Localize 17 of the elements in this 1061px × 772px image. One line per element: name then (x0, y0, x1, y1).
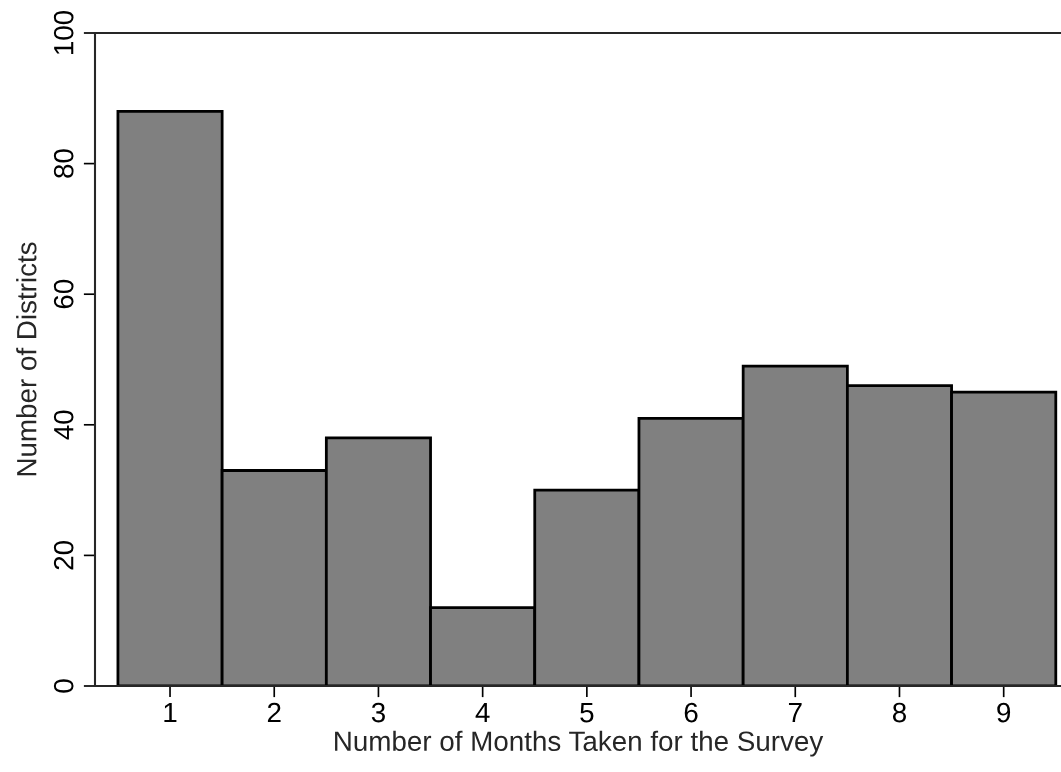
x-tick-label: 3 (371, 702, 385, 723)
y-axis-title: Number of Districts (16, 242, 37, 476)
x-tick-label: 7 (788, 702, 802, 723)
y-tick-label: 100 (53, 10, 74, 55)
y-tick-label: 20 (53, 541, 74, 570)
x-tick-label: 6 (684, 702, 698, 723)
x-tick-label: 9 (997, 702, 1011, 723)
x-tick-label: 8 (892, 702, 906, 723)
x-axis-title: Number of Months Taken for the Survey (335, 730, 824, 757)
x-tick-label: 4 (475, 702, 490, 723)
x-tick-label: 1 (164, 702, 177, 723)
y-tick-label: 80 (53, 149, 74, 178)
x-tick-label: 5 (580, 702, 594, 723)
y-tick-label: 0 (53, 679, 74, 693)
y-tick-label: 40 (53, 410, 74, 440)
x-tick-label: 2 (267, 702, 281, 723)
y-tick-label: 60 (53, 279, 74, 309)
